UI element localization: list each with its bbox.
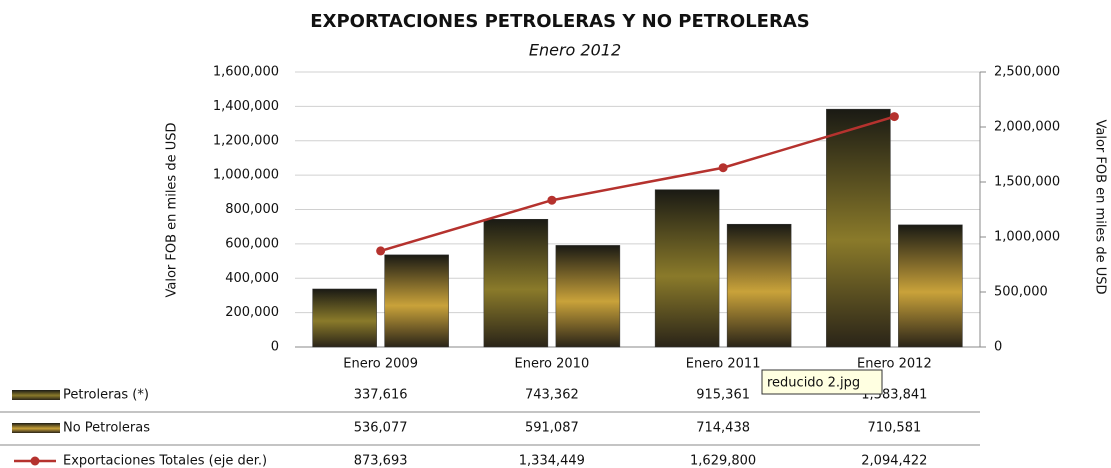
y-tick-label: 1,000,000 bbox=[213, 168, 279, 183]
table-value: 710,581 bbox=[867, 421, 921, 436]
table-value: 591,087 bbox=[525, 421, 579, 436]
chart-subtitle: Enero 2012 bbox=[529, 41, 621, 60]
chart-title: EXPORTACIONES PETROLERAS Y NO PETROLERAS bbox=[310, 11, 809, 32]
table-value: 714,438 bbox=[696, 421, 750, 436]
y-tick-label: 800,000 bbox=[225, 202, 279, 217]
y-tick-label: 200,000 bbox=[225, 305, 279, 320]
table-value: 2,094,422 bbox=[861, 454, 927, 468]
y2-tick-label: 2,500,000 bbox=[994, 65, 1060, 80]
table-value: 337,616 bbox=[354, 388, 408, 403]
table-value: 873,693 bbox=[354, 454, 408, 468]
y2-axis-label: Valor FOB en miles de USD bbox=[1093, 120, 1108, 295]
y-axis-label: Valor FOB en miles de USD bbox=[165, 123, 180, 298]
tooltip: reducido 2.jpg bbox=[767, 376, 860, 391]
legend-swatch bbox=[12, 423, 60, 433]
table-value: 915,361 bbox=[696, 388, 750, 403]
line-marker bbox=[719, 163, 728, 172]
bar bbox=[484, 219, 548, 347]
x-tick-label: Enero 2012 bbox=[857, 357, 932, 372]
bar bbox=[313, 289, 377, 347]
y2-tick-label: 0 bbox=[994, 340, 1002, 355]
line-marker bbox=[376, 246, 385, 255]
bar bbox=[655, 190, 719, 347]
x-tick-label: Enero 2010 bbox=[515, 357, 590, 372]
table-value: 1,334,449 bbox=[519, 454, 585, 468]
table-value: 743,362 bbox=[525, 388, 579, 403]
legend-label: Petroleras (*) bbox=[63, 388, 149, 403]
y-tick-label: 600,000 bbox=[225, 236, 279, 251]
y-tick-label: 1,600,000 bbox=[213, 65, 279, 80]
legend-label: Exportaciones Totales (eje der.) bbox=[63, 454, 267, 468]
line-marker bbox=[890, 112, 899, 121]
y-tick-label: 0 bbox=[271, 340, 279, 355]
legend-swatch bbox=[12, 390, 60, 400]
bar bbox=[727, 224, 791, 347]
y2-tick-label: 2,000,000 bbox=[994, 120, 1060, 135]
bar bbox=[556, 245, 620, 347]
y-tick-label: 1,200,000 bbox=[213, 133, 279, 148]
y-tick-label: 400,000 bbox=[225, 271, 279, 286]
y2-tick-label: 1,500,000 bbox=[994, 175, 1060, 190]
table-value: 536,077 bbox=[354, 421, 408, 436]
line bbox=[381, 117, 895, 251]
line-marker bbox=[547, 196, 556, 205]
y2-tick-label: 500,000 bbox=[994, 285, 1048, 300]
x-tick-label: Enero 2011 bbox=[686, 357, 761, 372]
y2-tick-label: 1,000,000 bbox=[994, 230, 1060, 245]
table-value: 1,629,800 bbox=[690, 454, 756, 468]
legend-marker bbox=[31, 457, 40, 466]
legend-label: No Petroleras bbox=[63, 421, 150, 436]
bar bbox=[385, 255, 449, 347]
chart: EXPORTACIONES PETROLERAS Y NO PETROLERAS… bbox=[0, 0, 1111, 468]
y-tick-label: 1,400,000 bbox=[213, 99, 279, 114]
bar bbox=[826, 109, 890, 347]
bar bbox=[898, 225, 962, 347]
x-tick-label: Enero 2009 bbox=[343, 357, 418, 372]
